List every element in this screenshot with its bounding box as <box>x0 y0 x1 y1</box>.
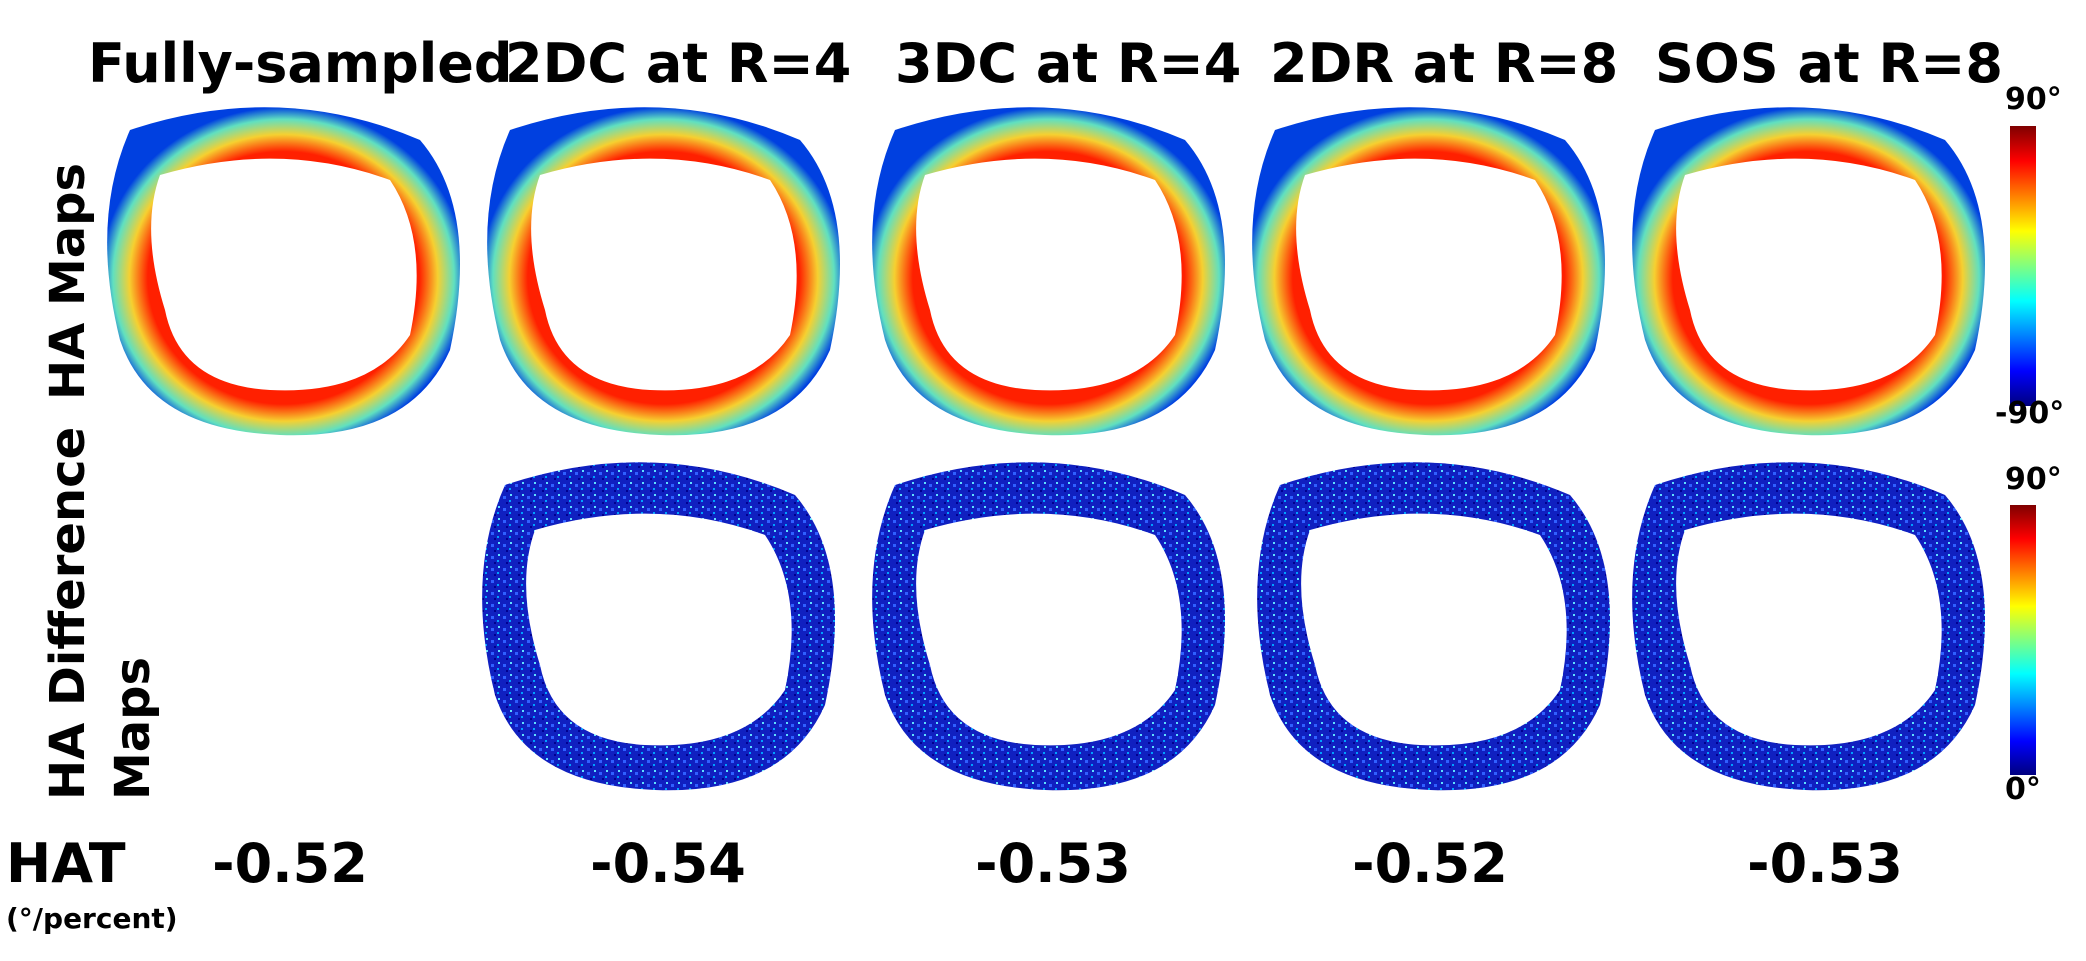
hat-unit: (°/percent) <box>6 902 178 935</box>
hat-value-2dc: -0.54 <box>590 832 746 895</box>
ha-map-2dr <box>1252 107 1605 436</box>
row-label-ha-difference-maps: Maps <box>105 656 161 800</box>
ha-colorbar-min-label: -90° <box>1995 396 2065 431</box>
column-title-fully-sampled: Fully-sampled <box>88 32 513 95</box>
hat-label: HAT <box>6 832 126 895</box>
column-title-sos: SOS at R=8 <box>1655 32 2003 95</box>
ha-diff-map-sos <box>1632 462 1985 791</box>
ha-map-3dc <box>872 107 1225 436</box>
hat-value-sos: -0.53 <box>1747 832 1903 895</box>
hat-value-3dc: -0.53 <box>975 832 1131 895</box>
ha-colorbar-max-label: 90° <box>2005 82 2062 117</box>
ha-map-2dc <box>487 107 840 436</box>
diff-colorbar-min-label: 0° <box>2005 772 2041 807</box>
hat-value-fully-sampled: -0.52 <box>212 832 368 895</box>
ha-map-sos <box>1632 107 1985 436</box>
row-label-ha-difference: HA Difference <box>40 426 96 800</box>
row-label-ha-maps: HA Maps <box>40 162 96 400</box>
hat-value-2dr: -0.52 <box>1352 832 1508 895</box>
column-title-3dc: 3DC at R=4 <box>895 32 1242 95</box>
column-title-2dr: 2DR at R=8 <box>1270 32 1619 95</box>
ha-map-fully-sampled <box>107 107 460 436</box>
diff-colorbar <box>2010 505 2036 775</box>
column-title-2dc: 2DC at R=4 <box>505 32 852 95</box>
ha-diff-map-3dc <box>872 462 1225 791</box>
ha-diff-map-2dc <box>482 462 835 791</box>
diff-colorbar-max-label: 90° <box>2005 462 2062 497</box>
ha-diff-map-2dr <box>1257 462 1610 791</box>
ha-colorbar <box>2010 126 2036 406</box>
